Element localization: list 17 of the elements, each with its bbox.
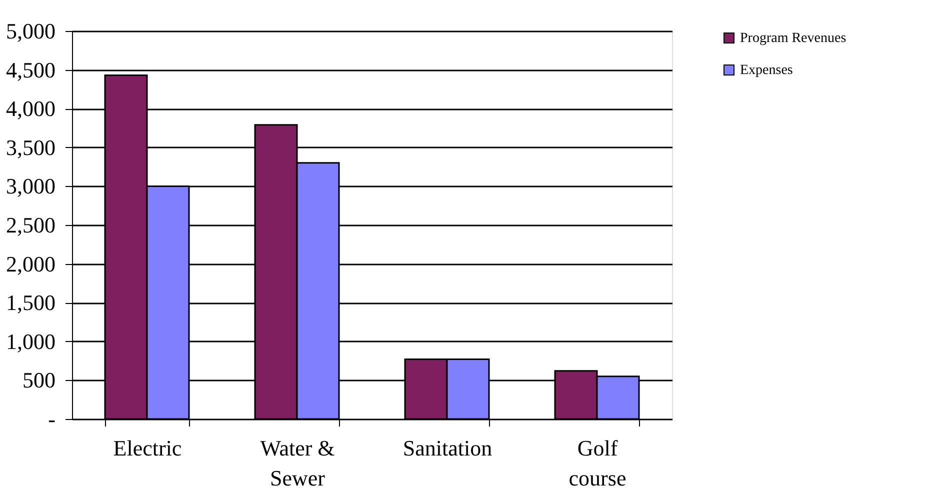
x-tick-label: Golf course	[568, 436, 626, 490]
x-tick-label: Water & Sewer	[260, 436, 335, 490]
y-tick-label: 1,500	[6, 290, 56, 316]
y-tick-label: 4,000	[6, 96, 56, 122]
legend-label: Program Revenues	[740, 31, 846, 46]
x-tick-label: Sanitation	[402, 436, 492, 460]
y-tick-label: 3,000	[6, 174, 56, 199]
y-tick-label: 1,000	[6, 328, 56, 354]
y-tick-label: 2,000	[6, 251, 56, 276]
y-tick-label: -	[48, 406, 56, 432]
legend-label: Expenses	[740, 63, 793, 78]
y-tick-label: 2,500	[6, 212, 56, 238]
y-tick-label: 500	[22, 368, 56, 393]
y-tick-label: 5,000	[6, 18, 56, 44]
y-tick-label: 3,500	[6, 134, 56, 160]
x-tick-label: Electric	[113, 436, 182, 460]
y-tick-label: 4,500	[6, 57, 56, 82]
